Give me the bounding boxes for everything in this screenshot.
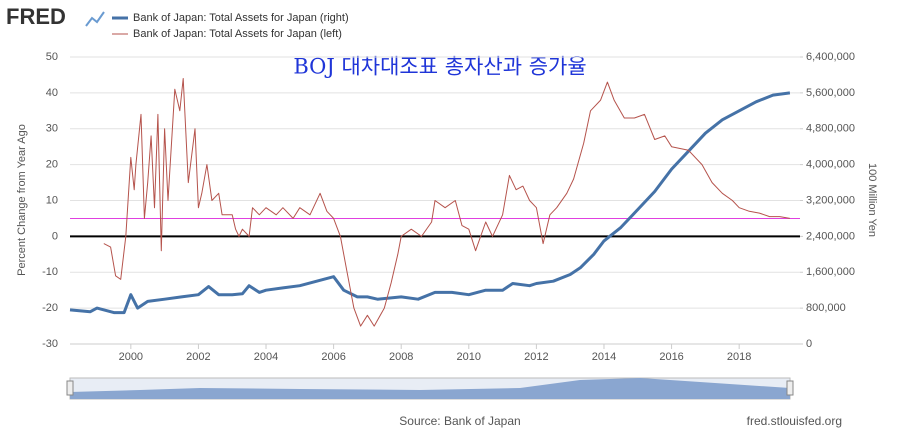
x-tick-label: 2002 — [186, 351, 210, 363]
legend-label: Bank of Japan: Total Assets for Japan (l… — [133, 28, 342, 40]
y2-tick-label: 1,600,000 — [806, 266, 855, 278]
legend-label: Bank of Japan: Total Assets for Japan (r… — [133, 12, 349, 24]
y2-tick-label: 800,000 — [806, 302, 846, 314]
x-tick-label: 2008 — [389, 351, 413, 363]
y2-tick-label: 6,400,000 — [806, 51, 855, 63]
y2-tick-label: 4,800,000 — [806, 123, 855, 135]
y2-tick-label: 5,600,000 — [806, 87, 855, 99]
y2-tick-label: 4,000,000 — [806, 159, 855, 171]
navigator-area — [70, 378, 790, 399]
x-tick-label: 2004 — [254, 351, 278, 363]
navigator-handle[interactable] — [786, 380, 794, 396]
y-tick-label: -30 — [42, 338, 58, 350]
y2-axis-label: 100 Million Yen — [866, 163, 878, 237]
annotation: BOJ 대차대조표 총자산과 증가율 — [293, 55, 586, 79]
x-tick-label: 2000 — [119, 351, 143, 363]
y-tick-label: 30 — [46, 123, 58, 135]
navigator-handle[interactable] — [66, 380, 74, 396]
logo-icon — [85, 11, 105, 27]
y-tick-label: 20 — [46, 159, 58, 171]
y-tick-label: -10 — [42, 266, 58, 278]
series-line — [69, 91, 791, 315]
y-tick-label: 40 — [46, 87, 58, 99]
series-line — [103, 78, 790, 327]
x-tick-label: 2012 — [524, 351, 548, 363]
x-tick-label: 2018 — [727, 351, 751, 363]
x-tick-label: 2016 — [659, 351, 683, 363]
y-tick-label: 0 — [52, 230, 58, 242]
y-axis-label: Percent Change from Year Ago — [16, 124, 28, 276]
logo: FRED — [6, 4, 66, 29]
x-tick-label: 2014 — [592, 351, 616, 363]
source: Source: Bank of Japan — [399, 414, 520, 428]
x-tick-label: 2010 — [457, 351, 481, 363]
y2-tick-label: 0 — [806, 338, 812, 350]
y-tick-label: 10 — [46, 194, 58, 206]
y2-tick-label: 2,400,000 — [806, 230, 855, 242]
y-tick-label: -20 — [42, 302, 58, 314]
site: fred.stlouisfed.org — [747, 414, 842, 428]
y-tick-label: 50 — [46, 51, 58, 63]
x-tick-label: 2006 — [321, 351, 345, 363]
y2-tick-label: 3,200,000 — [806, 194, 855, 206]
